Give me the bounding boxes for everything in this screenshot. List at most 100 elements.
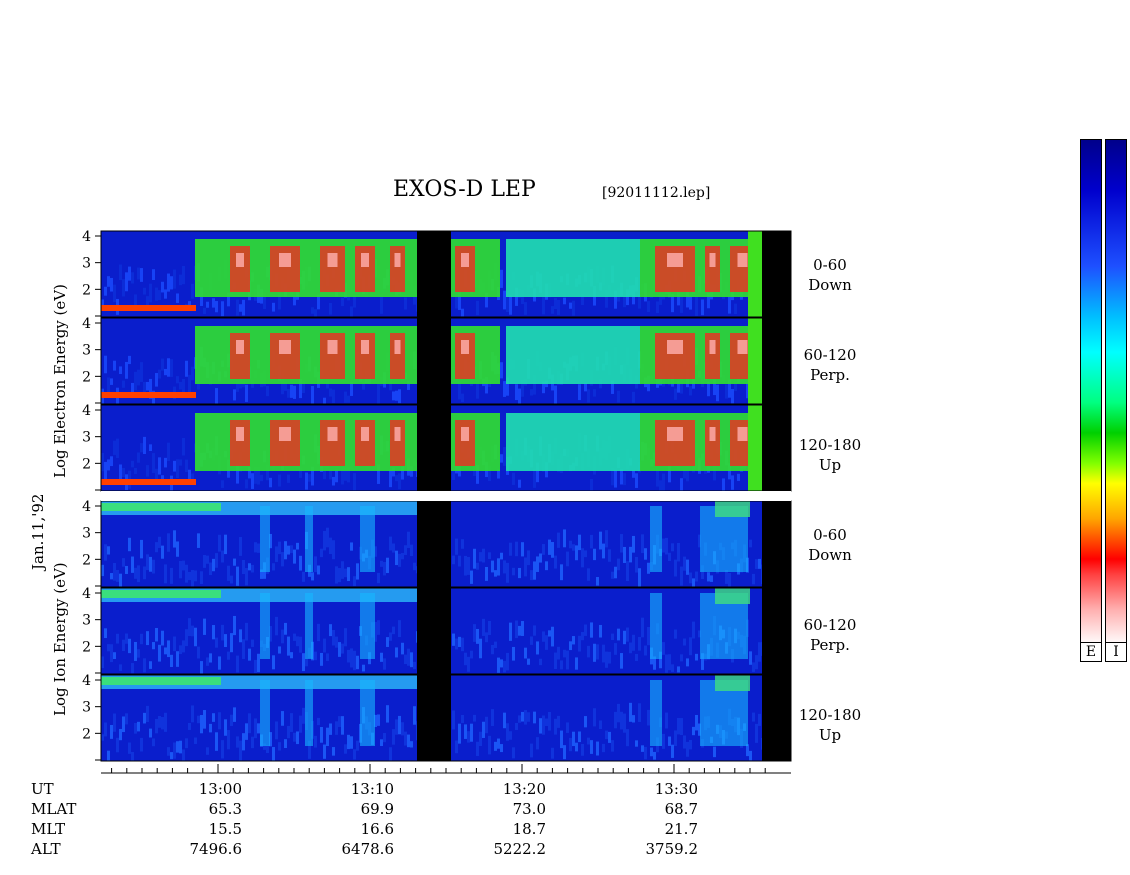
texture-4	[209, 653, 212, 663]
texture-4	[101, 656, 104, 669]
texture-2	[476, 464, 479, 484]
texture-4	[302, 653, 305, 672]
texture-5	[473, 714, 476, 722]
texture-4	[389, 632, 392, 641]
texture-2	[737, 473, 740, 481]
y-tick-label-4-0: 4	[82, 586, 91, 602]
texture-4	[494, 641, 497, 648]
texture-2	[452, 465, 455, 480]
texture-3	[590, 534, 593, 549]
texture-2	[659, 480, 662, 491]
texture-1	[185, 360, 188, 377]
texture-4	[488, 620, 491, 635]
texture-5	[176, 741, 179, 753]
i-feat-3-3	[650, 506, 662, 572]
texture-4	[752, 662, 755, 672]
texture-4	[167, 640, 170, 658]
texture-3	[584, 550, 587, 558]
texture-3	[128, 537, 131, 552]
texture-1	[407, 380, 410, 390]
texture-2	[389, 469, 392, 488]
texture-5	[488, 735, 491, 755]
texture-2	[116, 438, 119, 459]
texture-5	[242, 733, 245, 751]
texture-5	[254, 718, 257, 739]
texture-5	[758, 713, 761, 726]
texture-4	[185, 629, 188, 647]
texture-0	[314, 309, 317, 317]
texture-2	[119, 464, 122, 484]
texture-0	[614, 290, 617, 309]
texture-3	[473, 548, 476, 569]
texture-5	[551, 747, 554, 759]
texture-0	[137, 267, 140, 280]
texture-4	[116, 633, 119, 644]
texture-1	[461, 393, 464, 403]
texture-4	[644, 645, 647, 656]
texture-3	[143, 566, 146, 580]
texture-2	[713, 461, 716, 481]
texture-5	[398, 715, 401, 735]
date-label: Jan.11,'92	[29, 493, 47, 570]
texture-0	[107, 276, 110, 287]
alt-row-label: ALT	[31, 840, 61, 858]
y-tick-label-4-1: 3	[82, 613, 91, 629]
texture-5	[677, 717, 680, 735]
texture-5	[467, 731, 470, 743]
electron-ylabel: Log Electron Energy (eV)	[51, 284, 69, 478]
texture-2	[140, 443, 143, 453]
texture-2	[173, 460, 176, 472]
texture-3	[380, 560, 383, 567]
i-feat-4-0	[260, 593, 270, 659]
texture-4	[170, 654, 173, 667]
texture-2	[353, 473, 356, 491]
texture-1	[521, 380, 524, 397]
texture-4	[248, 648, 251, 661]
texture-0	[569, 302, 572, 309]
texture-5	[494, 741, 497, 751]
data-gap-1	[417, 318, 451, 404]
texture-5	[563, 745, 566, 760]
texture-5	[230, 714, 233, 726]
texture-3	[500, 552, 503, 560]
texture-2	[683, 470, 686, 479]
texture-5	[251, 736, 254, 749]
texture-1	[287, 389, 290, 398]
texture-4	[239, 629, 242, 643]
texture-5	[401, 722, 404, 736]
texture-1	[281, 375, 284, 395]
i-feat-4-3	[650, 593, 662, 659]
e-core-2-6	[667, 427, 683, 441]
texture-2	[347, 467, 350, 483]
texture-4	[230, 633, 233, 653]
texture-5	[512, 747, 515, 759]
panel-border-1	[100, 317, 792, 405]
texture-5	[326, 727, 329, 746]
e-end-col-1	[748, 318, 762, 404]
texture-3	[257, 543, 260, 553]
texture-5	[620, 711, 623, 730]
texture-1	[146, 381, 149, 391]
texture-2	[503, 447, 506, 466]
texture-0	[551, 306, 554, 314]
texture-4	[392, 626, 395, 635]
e-hot-2-4	[390, 420, 405, 466]
texture-1	[140, 362, 143, 382]
texture-4	[236, 655, 239, 673]
texture-1	[515, 384, 518, 401]
texture-3	[227, 565, 230, 581]
texture-4	[362, 664, 365, 672]
texture-5	[668, 736, 671, 746]
texture-4	[755, 655, 758, 670]
texture-4	[527, 658, 530, 665]
texture-3	[179, 561, 182, 579]
texture-3	[476, 562, 479, 570]
texture-3	[749, 539, 752, 548]
data-gap-3	[417, 501, 451, 587]
texture-3	[398, 553, 401, 567]
texture-3	[536, 556, 539, 572]
texture-0	[239, 304, 242, 312]
texture-3	[569, 540, 572, 549]
texture-3	[149, 556, 152, 572]
texture-2	[260, 474, 263, 482]
